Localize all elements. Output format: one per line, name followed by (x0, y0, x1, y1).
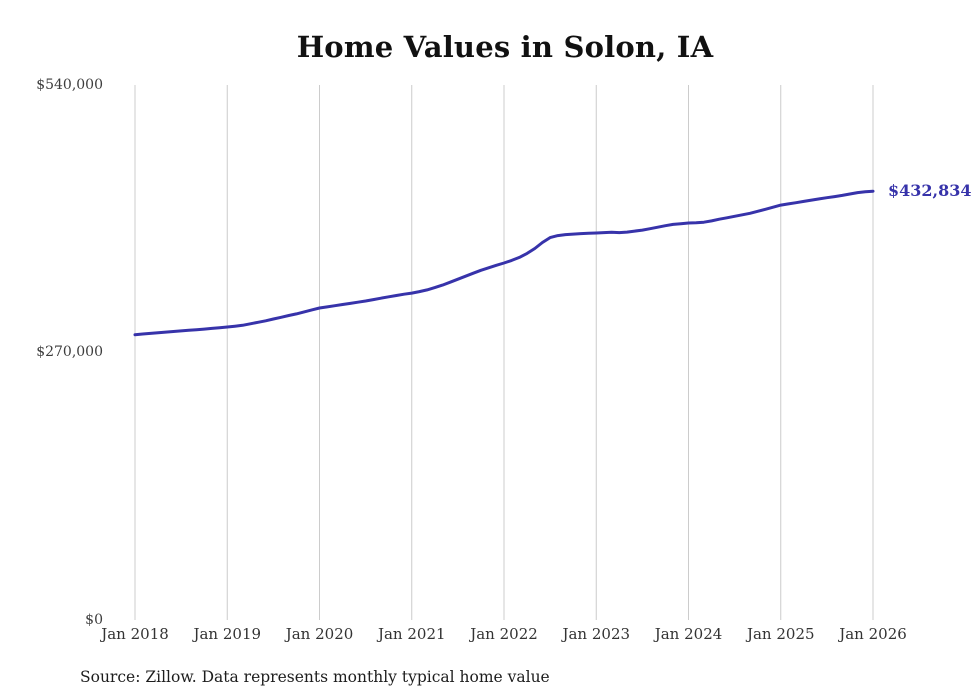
x-axis-tick-jan-2021: Jan 2021 (377, 625, 446, 643)
x-axis-tick-jan-2022: Jan 2022 (470, 625, 538, 643)
x-axis-tick-jan-2026: Jan 2026 (839, 625, 907, 643)
x-axis-tick-jan-2025: Jan 2025 (746, 625, 815, 643)
source-note: Source: Zillow. Data represents monthly … (80, 668, 550, 686)
x-axis-tick-jan-2018: Jan 2018 (101, 625, 169, 643)
chart-title: Home Values in Solon, IA (296, 30, 714, 64)
home-value-series-line (133, 189, 875, 337)
x-axis-tick-jan-2024: Jan 2024 (654, 625, 723, 643)
y-axis-tick-540000: $540,000 (36, 77, 103, 93)
x-axis-tick-jan-2020: Jan 2020 (285, 625, 354, 643)
end-value-label: $432,834 (888, 181, 972, 201)
y-axis-tick-0: $0 (85, 612, 103, 628)
x-axis-tick-jan-2019: Jan 2019 (193, 625, 262, 643)
x-axis-tick-jan-2023: Jan 2023 (562, 625, 631, 643)
y-axis-tick-270000: $270,000 (36, 344, 103, 360)
